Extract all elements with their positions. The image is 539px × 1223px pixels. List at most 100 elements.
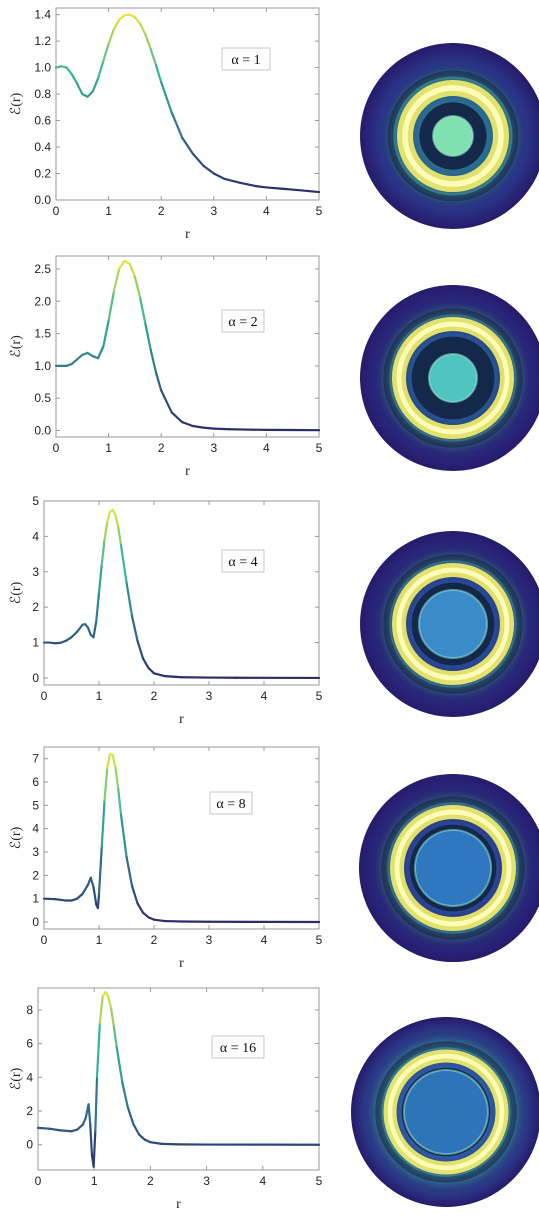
data-point — [255, 185, 257, 187]
series-segment — [118, 260, 126, 271]
series-segment — [147, 666, 156, 675]
series-segment — [59, 1129, 73, 1133]
x-tick-label: 0 — [35, 1174, 42, 1188]
data-point — [81, 354, 83, 356]
data-point — [192, 153, 194, 155]
data-point — [121, 1081, 123, 1083]
x-tick-label: 4 — [261, 689, 268, 703]
series-segment — [117, 787, 123, 816]
data-point — [113, 1026, 115, 1028]
data-point — [131, 885, 133, 887]
data-point — [131, 615, 133, 617]
series-segment — [191, 152, 205, 167]
data-point — [318, 677, 320, 679]
y-axis-label: ℰ(r) — [9, 92, 24, 115]
series-segment — [107, 995, 113, 1010]
series-segment — [53, 898, 68, 902]
series-line — [54, 13, 321, 194]
x-tick-label: 1 — [96, 933, 103, 947]
x-tick-label: 3 — [203, 1174, 210, 1188]
data-point — [91, 1154, 93, 1156]
data-point — [84, 623, 86, 625]
data-point — [60, 65, 62, 67]
series-segment — [117, 526, 123, 547]
y-tick-label: 0.5 — [34, 391, 51, 405]
x-tick-label: 0 — [41, 933, 48, 947]
series-segment — [130, 884, 139, 905]
series-segment — [96, 345, 105, 360]
data-point — [86, 96, 89, 98]
y-tick-label: 0 — [32, 915, 39, 929]
data-point — [281, 188, 283, 190]
series-segment — [126, 1106, 135, 1126]
x-axis-label: r — [185, 227, 190, 242]
alpha-label: α = 4 — [228, 555, 257, 570]
y-tick-label: 4 — [32, 529, 39, 543]
series-segment — [281, 187, 300, 192]
plot-frame — [55, 255, 320, 438]
series-segment — [128, 262, 136, 278]
plot-panel-5: 0 1 2 3 4 5 0 2 4 6 8 r ℰ(r) α = 16 — [9, 987, 323, 1212]
x-axis-label: r — [179, 712, 184, 727]
series-segment — [36, 1126, 51, 1130]
y-tick-label: 0.6 — [34, 114, 51, 128]
series-segment — [170, 111, 184, 139]
data-point — [108, 43, 110, 45]
data-point — [98, 592, 100, 594]
data-point — [180, 920, 183, 923]
series-segment — [97, 846, 103, 896]
data-point — [120, 814, 122, 816]
data-point — [104, 991, 107, 993]
data-point — [142, 657, 144, 660]
data-point — [107, 995, 109, 998]
series-segment — [86, 90, 94, 98]
alpha-label-box — [209, 791, 253, 815]
data-point — [109, 753, 111, 755]
data-point — [202, 427, 204, 429]
y-axis-label: ℰ(r) — [9, 1067, 24, 1090]
x-tick-label: 2 — [158, 204, 165, 218]
data-point — [55, 66, 57, 69]
x-tick-label: 4 — [263, 204, 270, 218]
series-segment — [119, 813, 128, 858]
x-axis-label: r — [185, 464, 190, 479]
data-point — [164, 675, 166, 677]
data-point — [177, 1143, 180, 1145]
x-tick-label: 5 — [316, 204, 323, 218]
data-point — [101, 564, 103, 566]
data-point — [235, 677, 238, 679]
data-point — [262, 1144, 264, 1146]
series-segment — [170, 411, 184, 424]
series-segment — [48, 1127, 62, 1132]
series-segment — [152, 918, 167, 923]
series-segment — [115, 1045, 124, 1084]
data-point — [144, 323, 147, 325]
disc-inner-core — [414, 829, 492, 907]
data-point — [98, 893, 100, 895]
data-point — [65, 66, 68, 69]
data-point — [149, 1141, 151, 1143]
data-point — [101, 846, 103, 848]
y-tick-label: 0 — [32, 671, 39, 685]
series-segment — [81, 1116, 87, 1126]
data-point — [86, 352, 89, 354]
series-segment — [103, 766, 109, 802]
data-point — [94, 1130, 96, 1132]
plot-panel-2: 0 1 2 3 4 5 0.0 0.5 1.0 1.5 2.0 2.5 r ℰ(r) α = 2 — [9, 255, 323, 479]
data-point — [114, 514, 117, 516]
series-segment — [144, 322, 152, 351]
series-segment — [239, 181, 257, 188]
data-point — [76, 1128, 78, 1131]
data-point — [114, 767, 117, 769]
density-disc-4 — [359, 774, 539, 962]
series-segment — [92, 620, 98, 639]
data-point — [171, 411, 173, 414]
series-segment — [114, 766, 120, 791]
data-point — [102, 345, 104, 348]
data-point — [228, 428, 231, 430]
data-point — [99, 1022, 101, 1024]
series-segment — [254, 184, 268, 189]
series-segment — [191, 424, 205, 429]
x-tick-label: 3 — [210, 204, 217, 218]
